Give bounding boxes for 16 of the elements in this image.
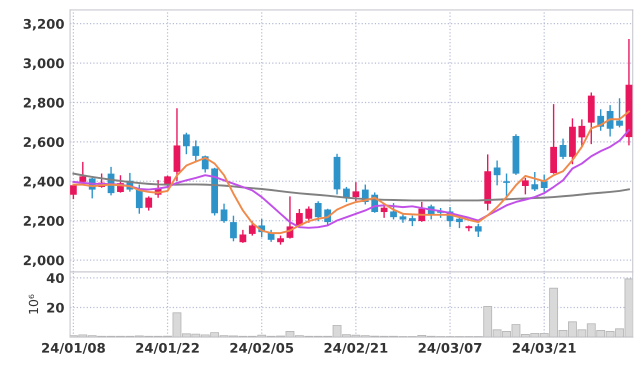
y-tick-label: 2,000 [24, 255, 64, 268]
y-tick-label: 2,800 [24, 98, 64, 110]
y-tick-label: 2,200 [24, 216, 64, 228]
x-tick-label: 24/02/21 [324, 342, 388, 354]
x-tick-label: 24/02/05 [230, 342, 294, 354]
x-tick-label: 24/03/07 [418, 342, 482, 354]
y-axis-title: 10⁶ [28, 294, 38, 314]
y-tick-label: 40 [46, 273, 64, 284]
x-tick-label: 24/03/21 [512, 342, 576, 354]
x-tick-label: 24/01/22 [136, 342, 199, 354]
y-tick-label: 3,000 [24, 58, 64, 70]
y-tick-label: 3,200 [24, 18, 64, 31]
y-tick-label: 2,400 [24, 176, 64, 188]
y-tick-label: 20 [47, 302, 64, 313]
x-tick-label: 24/01/08 [42, 342, 105, 354]
y-tick-label: 2,600 [24, 137, 64, 149]
